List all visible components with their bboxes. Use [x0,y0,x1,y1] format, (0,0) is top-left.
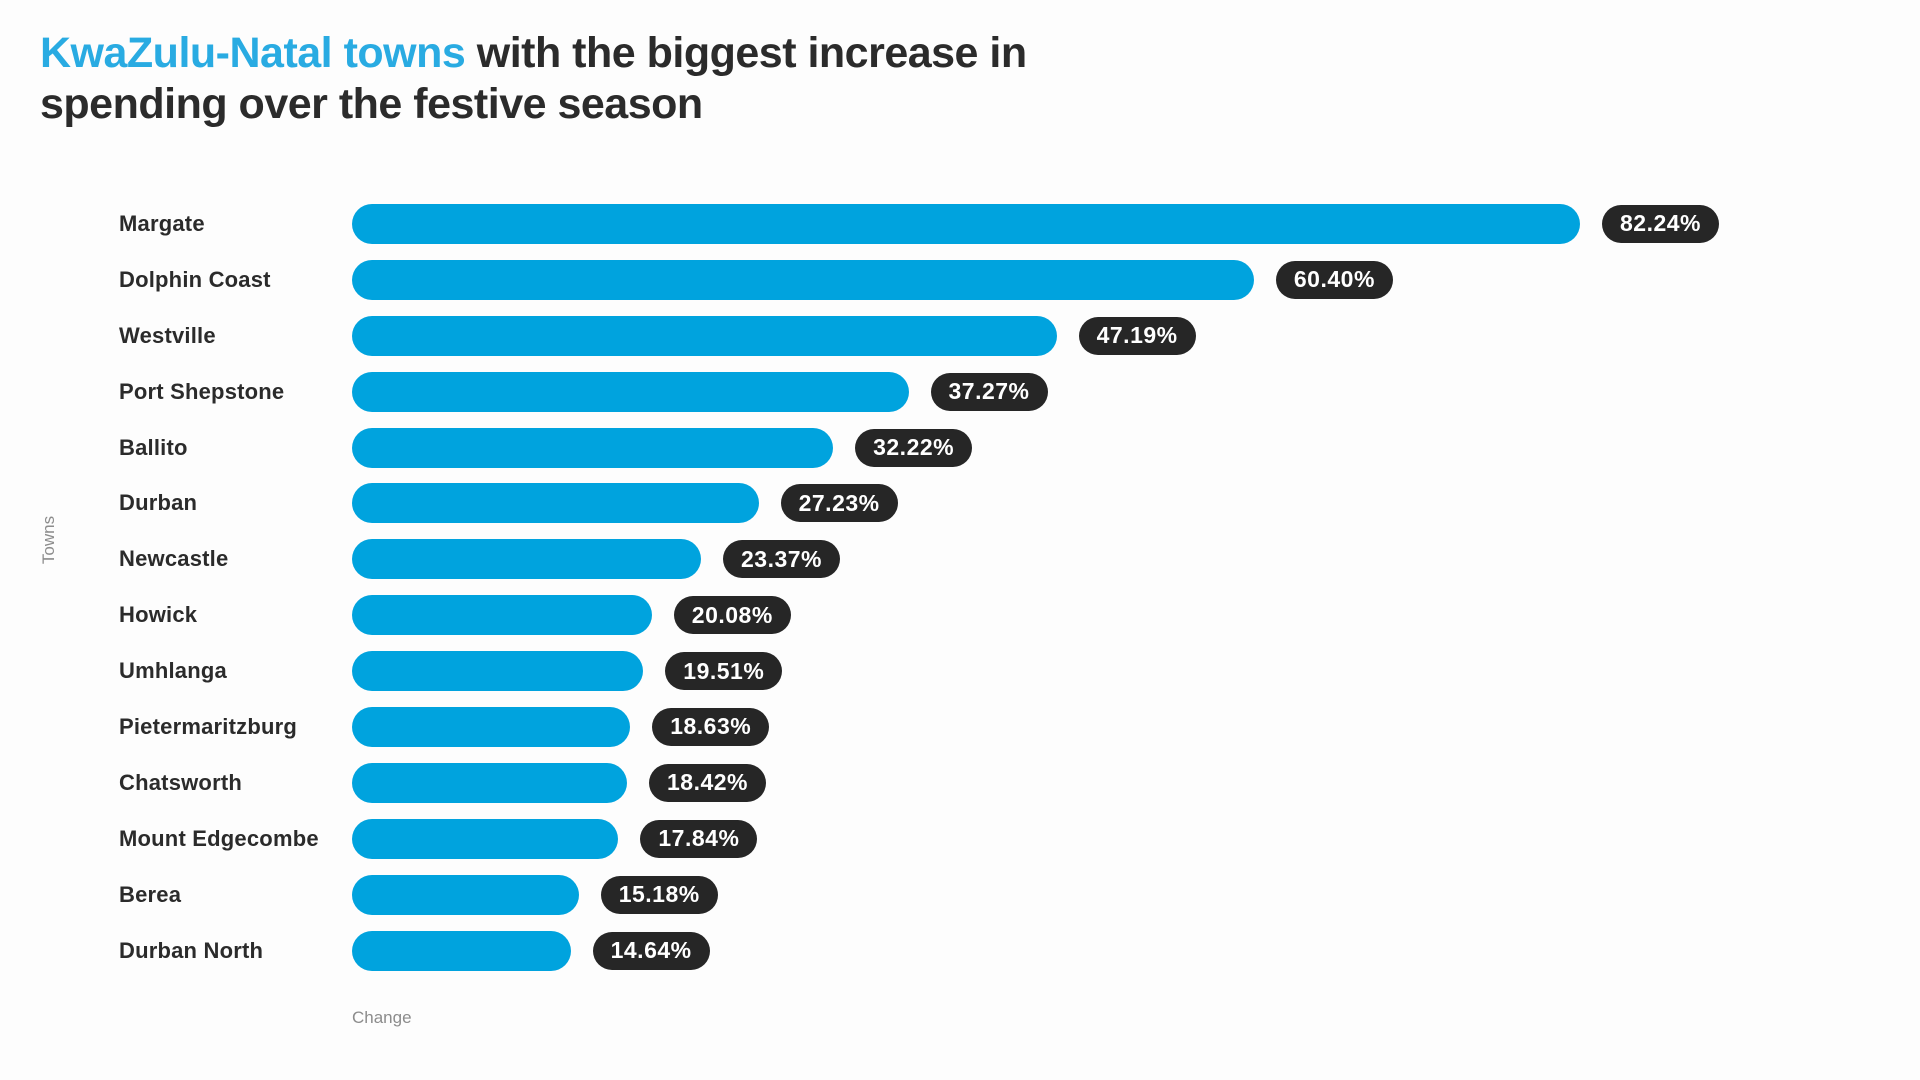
chart-row: Margate 82.24% [119,196,1879,252]
value-bar [352,930,571,971]
bar-chart: Margate 82.24% Dolphin Coast 60.40% Westvill… [119,196,1879,978]
value-badge: 19.51% [665,652,783,691]
value-bar [352,371,909,412]
category-label: Port Shepstone [119,378,285,404]
value-bar [352,762,627,803]
chart-row: Pietermaritzburg 18.63% [119,699,1879,755]
value-badge: 32.22% [855,428,973,467]
chart-row: Berea 15.18% [119,867,1879,923]
value-badge: 20.08% [673,596,791,635]
category-label: Ballito [119,434,188,460]
chart-row: Mount Edgecombe 17.84% [119,811,1879,867]
chart-title-line2: spending over the festive season [40,80,703,128]
value-badge: 15.18% [600,875,718,914]
chart-row: Durban 27.23% [119,475,1879,531]
value-badge: 27.23% [780,484,898,523]
category-label: Mount Edgecombe [119,825,319,851]
category-label: Umhlanga [119,658,227,684]
category-label: Durban North [119,937,264,963]
category-label: Margate [119,210,205,236]
chart-row: Port Shepstone 37.27% [119,364,1879,420]
value-bar [352,818,619,859]
value-bar [352,315,1057,356]
value-bar [352,874,579,915]
category-label: Pietermaritzburg [119,713,298,739]
value-badge: 37.27% [930,372,1048,411]
chart-title: KwaZulu-Natal towns with the biggest inc… [40,28,1027,130]
category-label: Westville [119,322,216,348]
value-bar [352,203,1580,244]
category-label: Durban [119,490,198,516]
value-badge: 47.19% [1078,316,1196,355]
chart-row: Dolphin Coast 60.40% [119,252,1879,308]
value-bar [352,483,759,524]
value-badge: 18.63% [652,707,770,746]
value-badge: 14.64% [592,931,710,970]
category-label: Howick [119,602,198,628]
chart-row: Howick 20.08% [119,587,1879,643]
chart-row: Umhlanga 19.51% [119,643,1879,699]
value-bar [352,539,701,580]
value-badge: 18.42% [649,763,767,802]
value-badge: 17.84% [640,819,758,858]
value-badge: 23.37% [723,540,841,579]
chart-title-rest: with the biggest increase in [465,29,1027,77]
category-label: Chatsworth [119,769,242,795]
x-axis-label: Change [352,1008,412,1027]
value-bar [352,651,644,692]
category-label: Dolphin Coast [119,266,271,292]
chart-row: Newcastle 23.37% [119,531,1879,587]
chart-title-highlight: KwaZulu-Natal towns [40,29,466,77]
chart-row: Westville 47.19% [119,308,1879,364]
value-bar [352,595,652,636]
chart-title-line1: KwaZulu-Natal towns with the biggest inc… [40,28,1027,79]
chart-row: Durban North 14.64% [119,923,1879,979]
value-bar [352,706,631,747]
value-badge: 82.24% [1602,204,1720,243]
category-label: Newcastle [119,546,229,572]
chart-row: Ballito 32.22% [119,420,1879,476]
y-axis-label: Towns [39,515,58,565]
chart-row: Chatsworth 18.42% [119,755,1879,811]
category-label: Berea [119,881,182,907]
value-badge: 60.40% [1275,260,1393,299]
value-bar [352,259,1254,300]
value-bar [352,427,834,468]
